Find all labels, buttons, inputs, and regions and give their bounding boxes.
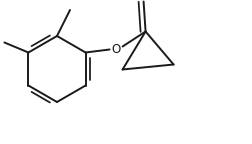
Text: O: O <box>111 43 120 56</box>
